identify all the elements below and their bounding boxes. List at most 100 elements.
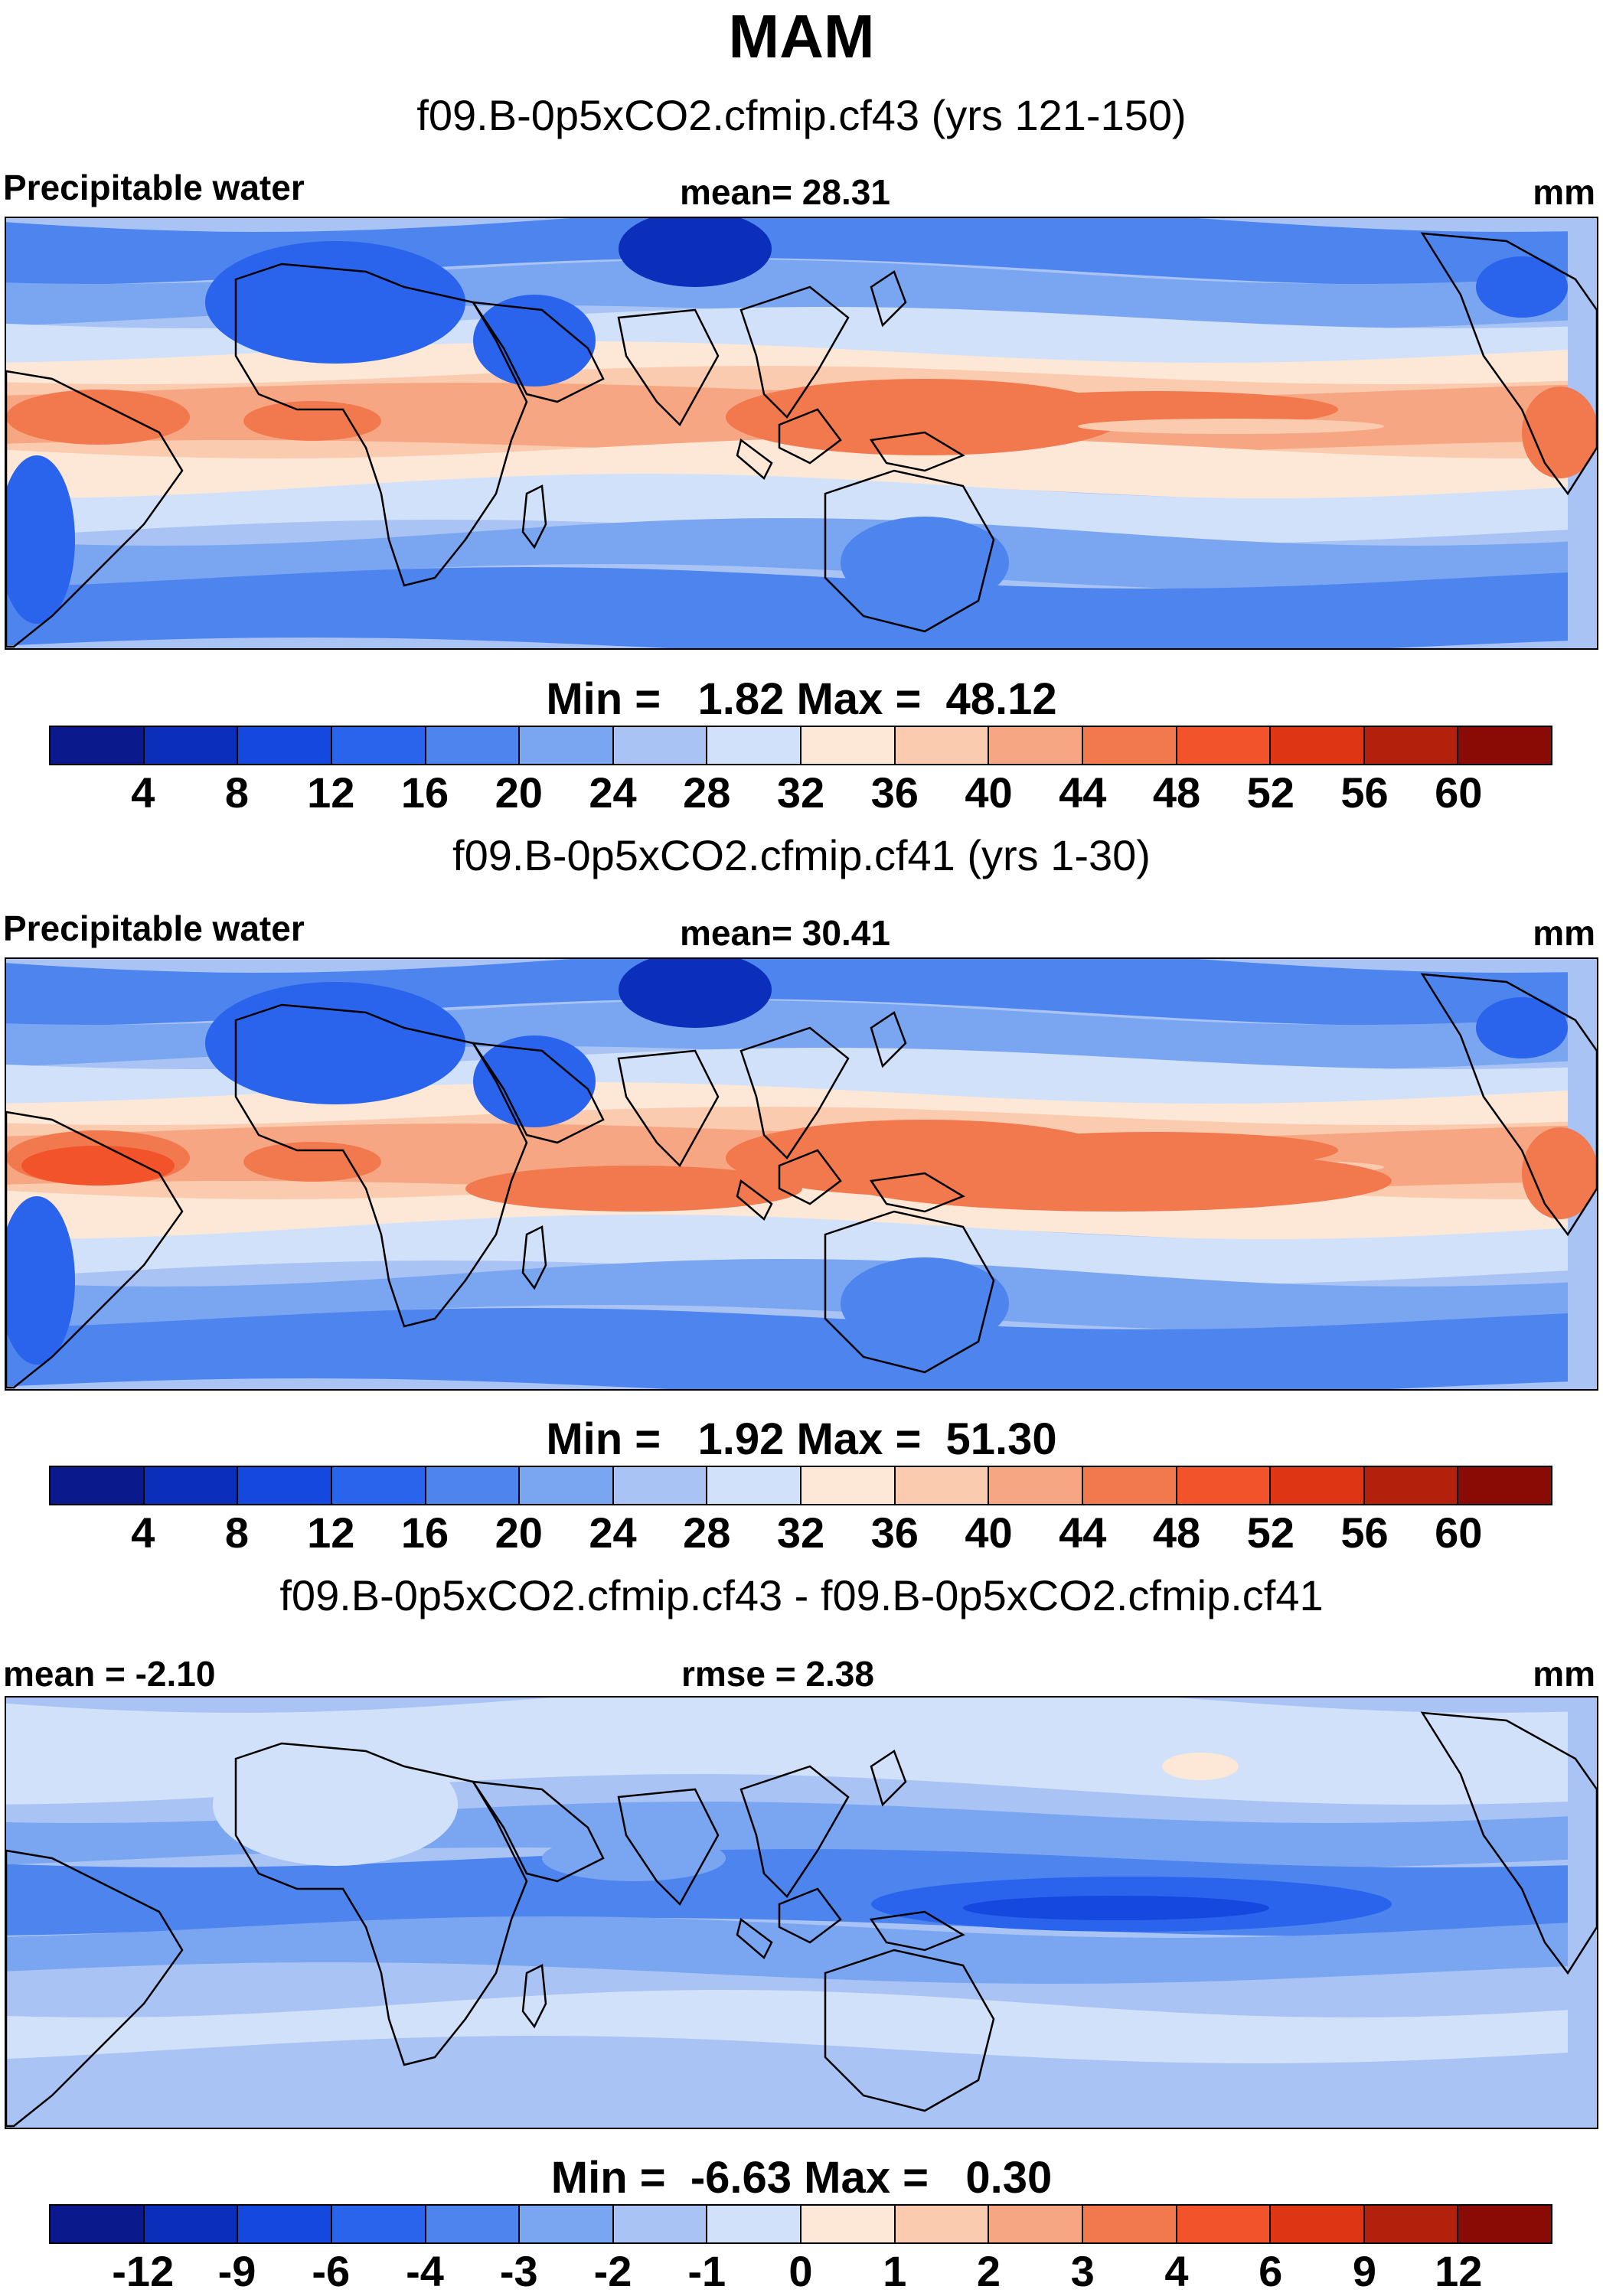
colorbar-tick-label: 3 (1070, 2247, 1095, 2295)
colorbar-tick-label: 12 (1435, 2247, 1483, 2295)
colorbar-swatch (1271, 1467, 1365, 1504)
contour-band (6, 1990, 1568, 2063)
contour-blob (971, 391, 1338, 428)
panel-3-units-label: mm (1533, 1654, 1595, 1694)
panel-3-rmse-label: rmse = 2.38 (681, 1654, 874, 1694)
colorbar-swatch (520, 727, 614, 764)
colorbar-tick-label: 36 (870, 768, 919, 817)
figure-title: MAM (728, 2, 875, 70)
coastline (617, 1788, 720, 1906)
coastline (1420, 232, 1597, 496)
coastline (736, 438, 773, 480)
panel-3-mean-label: mean = -2.10 (3, 1654, 216, 1694)
panel-3-subtitle: f09.B-0p5xCO2.cfmip.cf43 - f09.B-0p5xCO2… (279, 1571, 1324, 1619)
panel-1-colorbar-ticks: 4 8 12 16 20 24 28 32 36 40 44 48 52 56 60 (49, 768, 1552, 821)
coastline (870, 1750, 907, 1807)
coastline (471, 301, 605, 403)
colorbar-tick-label: 56 (1340, 768, 1389, 817)
colorbar-swatch (1082, 1467, 1177, 1504)
colorbar-tick-label: 24 (589, 1508, 637, 1557)
colorbar-tick-label: 20 (495, 1508, 543, 1557)
colorbar-swatch (989, 1467, 1083, 1504)
panel-2-subtitle: f09.B-0p5xCO2.cfmip.cf41 (yrs 1-30) (452, 831, 1151, 879)
colorbar-tick-label: 32 (776, 1508, 825, 1557)
colorbar-swatch (1458, 1467, 1551, 1504)
coastline (870, 1011, 907, 1068)
colorbar-swatch (1458, 2206, 1551, 2242)
colorbar-swatch (895, 727, 990, 764)
contour-blob (841, 517, 1009, 608)
contour-blob (1078, 419, 1384, 434)
colorbar-tick-label: 32 (776, 768, 825, 817)
coastline (869, 1172, 965, 1213)
panel-1-subtitle: f09.B-0p5xCO2.cfmip.cf43 (yrs 121-150) (416, 91, 1187, 139)
colorbar-swatch (238, 727, 332, 764)
panel-2-units-label: mm (1533, 913, 1595, 953)
colorbar-tick-label: 16 (400, 1508, 449, 1557)
coastline (778, 408, 842, 465)
coastline (739, 1765, 850, 1898)
colorbar-tick-label: 36 (870, 1508, 919, 1557)
coastline (739, 1026, 850, 1159)
colorbar-tick-label: -3 (499, 2247, 538, 2295)
colorbar-tick-label: 20 (495, 768, 543, 817)
coastline (739, 285, 850, 419)
colorbar-tick-label: 4 (131, 768, 155, 817)
panel-1-mean-label: mean= 28.31 (680, 172, 890, 212)
colorbar-tick-label: 52 (1246, 1508, 1294, 1557)
panel-3-colorbar (49, 2204, 1552, 2244)
colorbar-tick-label: 28 (683, 768, 731, 817)
colorbar-tick-label: 12 (307, 1508, 355, 1557)
colorbar-tick-label: 48 (1152, 768, 1201, 817)
panel-1-map (5, 217, 1598, 650)
coastline (521, 1225, 547, 1290)
contour-blob (963, 1896, 1269, 1920)
colorbar-tick-label: -1 (687, 2247, 726, 2295)
coastline (1420, 1711, 1597, 1975)
colorbar-swatch (426, 1467, 521, 1504)
colorbar-swatch (51, 727, 145, 764)
contour-blob (619, 218, 772, 287)
colorbar-tick-label: 52 (1246, 768, 1294, 817)
colorbar-swatch (144, 2206, 239, 2242)
coastline (521, 484, 547, 550)
colorbar-tick-label: 2 (976, 2247, 1001, 2295)
coastline (778, 1149, 842, 1205)
colorbar-tick-label: 60 (1435, 1508, 1483, 1557)
contour-blob (1162, 1753, 1239, 1780)
coastline (234, 1742, 528, 2066)
contour-blob (6, 390, 190, 445)
contour-blob (619, 959, 772, 1028)
colorbar-swatch (1082, 727, 1177, 764)
coastline (869, 1910, 965, 1952)
coastline (234, 1003, 528, 1328)
contour-blob (243, 401, 381, 441)
colorbar-tick-label: 16 (400, 768, 449, 817)
colorbar-tick-label: 48 (1152, 1508, 1201, 1557)
colorbar-swatch (1271, 2206, 1365, 2242)
colorbar-tick-label: 12 (307, 768, 355, 817)
colorbar-swatch (895, 1467, 990, 1504)
colorbar-swatch (613, 1467, 708, 1504)
colorbar-swatch (613, 2206, 708, 2242)
panel-3-map-svg (6, 1698, 1597, 2128)
colorbar-tick-label: 9 (1352, 2247, 1377, 2295)
colorbar-swatch (613, 727, 708, 764)
colorbar-swatch (895, 2206, 990, 2242)
contour-blob (205, 982, 465, 1104)
colorbar-swatch (144, 1467, 239, 1504)
contour-blob (473, 295, 596, 386)
panel-1-colorbar (49, 726, 1552, 765)
colorbar-swatch (426, 727, 521, 764)
panel-3-map (5, 1696, 1598, 2129)
panel-2-colorbar (49, 1466, 1552, 1505)
colorbar-swatch (1177, 1467, 1272, 1504)
coastline (870, 270, 907, 328)
coastline (736, 1179, 773, 1221)
colorbar-tick-label: -9 (217, 2247, 256, 2295)
contour-blob (243, 1142, 381, 1182)
coastline (869, 431, 965, 472)
colorbar-tick-label: 40 (965, 1508, 1013, 1557)
contour-band (6, 1916, 1568, 1984)
colorbar-swatch (1458, 727, 1551, 764)
